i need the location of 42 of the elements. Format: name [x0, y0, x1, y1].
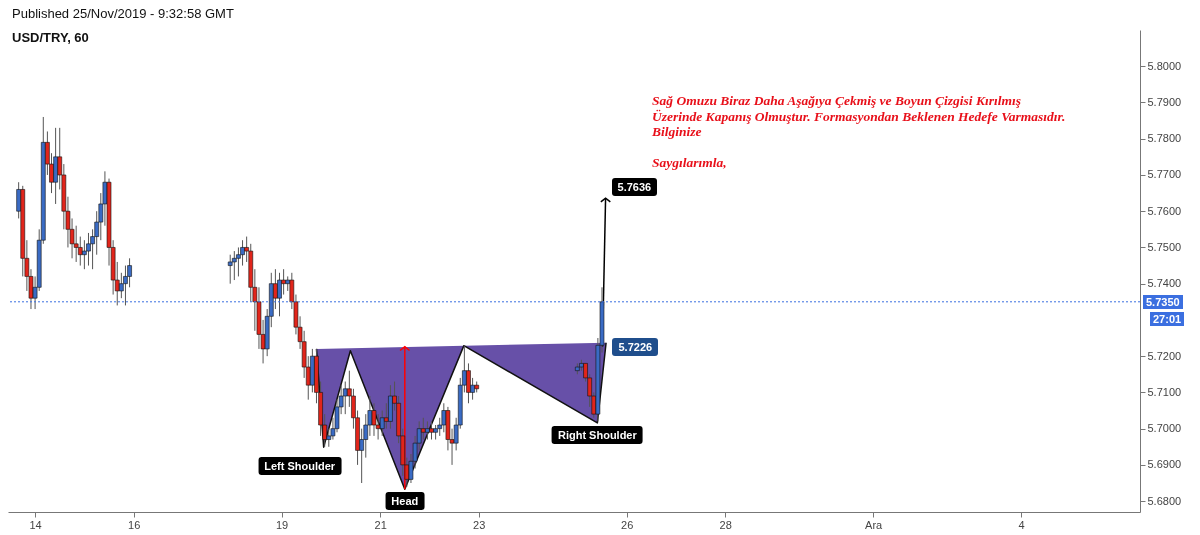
x-tick-label: 26	[621, 518, 634, 531]
candlestick	[277, 272, 282, 317]
annotation: 5.7636	[611, 178, 658, 197]
text: 27:01	[1150, 311, 1185, 326]
x-tick-label: Ara	[865, 518, 884, 531]
annotation: Left Shoulder	[258, 457, 342, 476]
x-tick-label: 16	[128, 518, 141, 531]
x-tick-label: 19	[275, 518, 289, 531]
candlestick	[86, 232, 91, 267]
annotation: Saygılarımla,	[652, 155, 727, 171]
candlestick	[429, 420, 434, 441]
y-tick-label: 5.7900	[1147, 95, 1182, 108]
x-tick-label: 23	[473, 518, 486, 531]
y-tick-label: 5.7700	[1147, 168, 1182, 181]
candlestick	[342, 381, 348, 415]
annotation: Head	[385, 492, 425, 511]
y-tick-label: 5.8000	[1147, 59, 1182, 72]
y-tick-label: 5.7200	[1147, 349, 1182, 362]
x-tick-label: 21	[374, 518, 387, 531]
y-tick-label: 5.6800	[1147, 494, 1182, 507]
candlestick	[281, 268, 286, 296]
candlestick	[425, 420, 430, 441]
annotation: Right Shoulder	[551, 425, 643, 444]
candlestick	[420, 417, 426, 441]
y-tick-label: 5.7800	[1147, 132, 1182, 145]
candlestick	[232, 250, 237, 281]
x-tick-label: 4	[1018, 518, 1025, 531]
x-tick-label: 14	[29, 518, 42, 531]
chart-title: USD/TRY, 60	[12, 30, 89, 45]
y-tick-label: 5.7500	[1147, 240, 1182, 253]
ref-line-label: 5.7350	[1143, 294, 1183, 309]
candlestick	[371, 402, 377, 437]
y-tick-label: 5.7100	[1147, 385, 1182, 398]
y-tick-label: 5.6900	[1147, 458, 1182, 471]
y-tick-label: 5.7400	[1147, 277, 1182, 290]
y-tick-label: 5.7600	[1147, 204, 1182, 217]
x-tick-label: 28	[719, 518, 732, 531]
text: Published 25/Nov/2019 - 9:32:58 GMT	[12, 6, 234, 21]
annotation: 5.7226	[612, 337, 659, 356]
annotation: Sağ Omuzu Biraz Daha Aşağıya Çekmiş ve Boyun Çizgisi Kırılmış Üzerinde Kapanış Olmuştur. Formasyondan Beklenen Hedefe Varmasıdır. Bilginize	[652, 93, 1066, 140]
candlestick	[227, 254, 233, 285]
y-tick-label: 5.7000	[1147, 422, 1182, 435]
